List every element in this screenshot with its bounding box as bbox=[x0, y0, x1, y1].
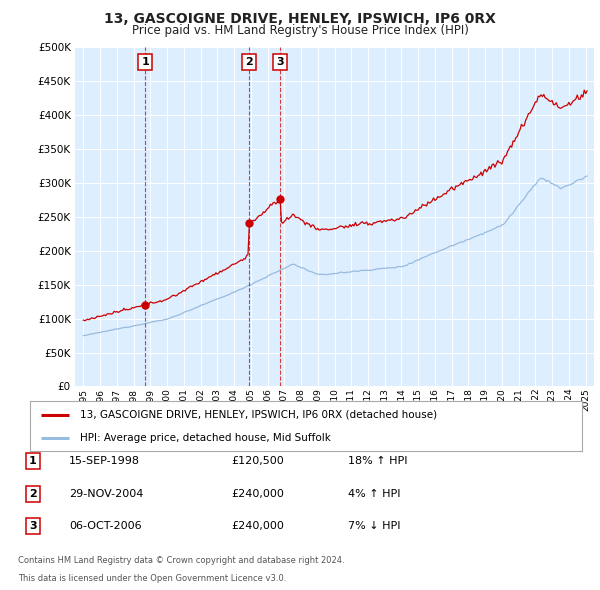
Text: 3: 3 bbox=[277, 57, 284, 67]
Text: £240,000: £240,000 bbox=[231, 522, 284, 531]
Text: 3: 3 bbox=[29, 522, 37, 531]
Text: Price paid vs. HM Land Registry's House Price Index (HPI): Price paid vs. HM Land Registry's House … bbox=[131, 24, 469, 37]
Text: 06-OCT-2006: 06-OCT-2006 bbox=[69, 522, 142, 531]
Text: HPI: Average price, detached house, Mid Suffolk: HPI: Average price, detached house, Mid … bbox=[80, 433, 331, 443]
Text: 13, GASCOIGNE DRIVE, HENLEY, IPSWICH, IP6 0RX (detached house): 13, GASCOIGNE DRIVE, HENLEY, IPSWICH, IP… bbox=[80, 409, 437, 419]
Text: £120,500: £120,500 bbox=[231, 457, 284, 466]
Text: Contains HM Land Registry data © Crown copyright and database right 2024.: Contains HM Land Registry data © Crown c… bbox=[18, 556, 344, 565]
Text: 4% ↑ HPI: 4% ↑ HPI bbox=[348, 489, 401, 499]
Text: £240,000: £240,000 bbox=[231, 489, 284, 499]
Text: This data is licensed under the Open Government Licence v3.0.: This data is licensed under the Open Gov… bbox=[18, 574, 286, 583]
Text: 13, GASCOIGNE DRIVE, HENLEY, IPSWICH, IP6 0RX: 13, GASCOIGNE DRIVE, HENLEY, IPSWICH, IP… bbox=[104, 12, 496, 26]
Text: 29-NOV-2004: 29-NOV-2004 bbox=[69, 489, 143, 499]
Text: 1: 1 bbox=[29, 457, 37, 466]
Text: 15-SEP-1998: 15-SEP-1998 bbox=[69, 457, 140, 466]
Text: 18% ↑ HPI: 18% ↑ HPI bbox=[348, 457, 407, 466]
Text: 2: 2 bbox=[245, 57, 253, 67]
Text: 2: 2 bbox=[29, 489, 37, 499]
Text: 1: 1 bbox=[142, 57, 149, 67]
Text: 7% ↓ HPI: 7% ↓ HPI bbox=[348, 522, 401, 531]
